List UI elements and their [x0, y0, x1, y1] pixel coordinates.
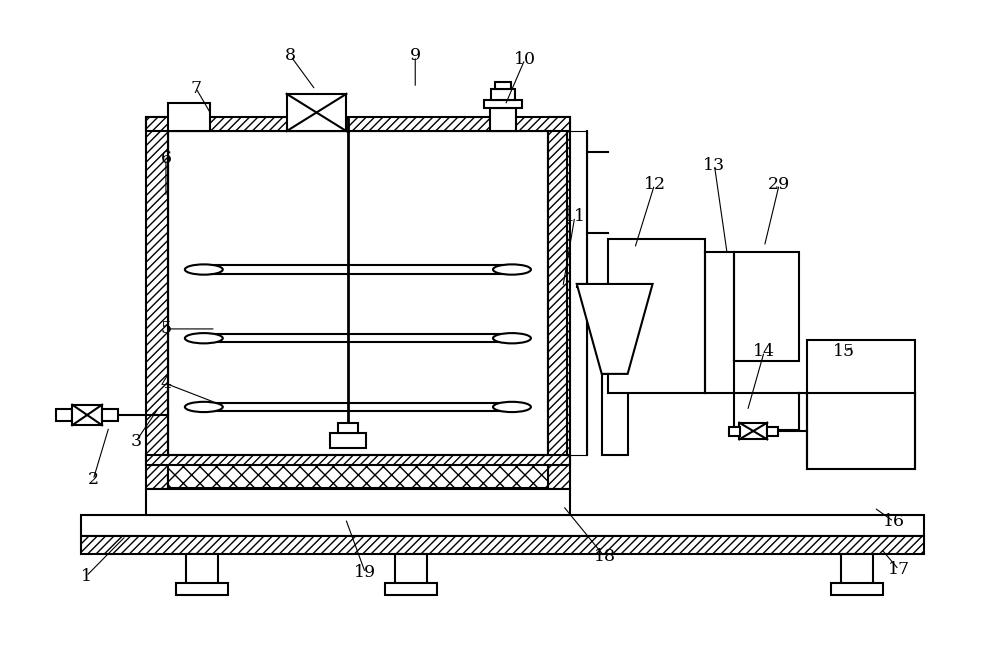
Text: 3: 3	[130, 433, 142, 450]
Bar	[767, 426, 778, 435]
Bar	[287, 94, 346, 131]
Bar	[146, 117, 168, 490]
Text: 19: 19	[354, 564, 376, 581]
Bar	[831, 583, 883, 595]
Bar	[72, 404, 102, 425]
Text: 16: 16	[883, 513, 905, 530]
Bar	[484, 100, 522, 108]
Bar	[841, 553, 873, 584]
Text: 1: 1	[81, 568, 92, 584]
Ellipse shape	[493, 264, 531, 275]
Bar	[567, 131, 587, 455]
Text: 17: 17	[888, 561, 910, 579]
Bar	[807, 341, 915, 469]
Text: 10: 10	[514, 51, 536, 68]
Bar	[385, 583, 437, 595]
Bar	[146, 117, 570, 131]
Ellipse shape	[185, 333, 223, 343]
Bar	[739, 422, 767, 439]
Ellipse shape	[185, 402, 223, 412]
Text: 29: 29	[768, 176, 790, 193]
Bar	[102, 408, 118, 421]
Text: 2: 2	[88, 471, 99, 488]
Bar	[491, 89, 515, 100]
Bar	[729, 426, 740, 435]
Text: 8: 8	[285, 48, 296, 64]
Polygon shape	[577, 284, 653, 374]
Ellipse shape	[185, 264, 223, 275]
Text: 6: 6	[160, 150, 171, 167]
Bar	[81, 536, 924, 553]
Text: 18: 18	[594, 548, 616, 566]
Bar	[168, 131, 548, 455]
Bar	[602, 374, 628, 455]
Bar	[338, 422, 358, 433]
Bar	[168, 103, 210, 131]
Bar	[734, 252, 799, 361]
Bar	[395, 553, 427, 584]
Bar	[168, 464, 548, 488]
Text: 13: 13	[703, 157, 725, 174]
Bar	[330, 433, 366, 448]
Bar	[81, 515, 924, 536]
Text: 14: 14	[753, 343, 775, 360]
Text: 15: 15	[833, 343, 855, 360]
Text: 7: 7	[190, 79, 201, 97]
Ellipse shape	[493, 333, 531, 343]
Ellipse shape	[493, 402, 531, 412]
Bar	[146, 490, 570, 515]
Bar	[608, 239, 705, 393]
Bar	[146, 455, 570, 465]
Bar	[490, 108, 516, 131]
Text: 11: 11	[564, 208, 586, 225]
Bar	[186, 553, 218, 584]
Text: 4: 4	[160, 375, 171, 392]
Bar	[548, 117, 570, 490]
Bar	[495, 83, 511, 89]
Bar	[56, 408, 72, 421]
Bar	[176, 583, 228, 595]
Text: 9: 9	[410, 48, 421, 64]
Text: 12: 12	[644, 176, 666, 193]
Text: 5: 5	[160, 321, 171, 337]
